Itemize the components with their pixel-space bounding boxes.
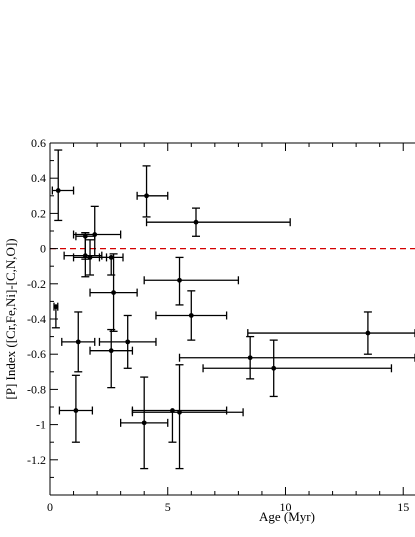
data-point (188, 313, 194, 318)
data-point (75, 339, 81, 345)
y-tick-label: -0.2 (27, 277, 46, 291)
data-point-group (143, 256, 240, 306)
data-point-group (136, 165, 169, 218)
y-tick-label: 0.2 (31, 206, 46, 220)
data-point (247, 355, 253, 361)
data-point (55, 188, 61, 193)
data-point (111, 290, 116, 295)
data-point-group (51, 149, 75, 222)
tick-layer: 0 5 10 15 0.6 0.4 0.2 0 -0.2 -0.4 -0.6 -0.8 -1 -1.2 (27, 136, 409, 514)
data-point (177, 409, 182, 415)
data-point-group (247, 311, 415, 355)
data-point (125, 339, 131, 345)
x-tick-label: 15 (397, 500, 409, 514)
data-point (108, 348, 114, 354)
data-point (144, 193, 149, 199)
data-point-group (75, 232, 96, 260)
y-tick-label: 0.6 (31, 136, 46, 150)
y-tick-label: -0.8 (27, 382, 46, 396)
data-point (177, 277, 182, 283)
data-point-group (89, 253, 138, 332)
data-point-group (58, 374, 94, 443)
data-points-layer (51, 149, 415, 470)
data-point-group (155, 290, 228, 341)
x-tick-label: 0 (47, 500, 53, 514)
data-point-group (98, 314, 157, 369)
y-axis-title: [P] Index ([Cr,Fe,Ni]-[C,N,O]) (3, 238, 18, 399)
x-axis-title: Age (Myr) (259, 509, 315, 524)
data-point-group (61, 311, 96, 373)
y-tick-label: -0.6 (27, 347, 46, 361)
data-point-group (145, 207, 291, 237)
data-point (53, 304, 59, 310)
data-point-group (202, 339, 393, 398)
x-tick-label: 5 (165, 500, 171, 514)
data-point (87, 255, 93, 260)
plot-area (50, 143, 415, 495)
y-tick-label: 0.4 (31, 171, 46, 185)
y-tick-label: -1.2 (27, 453, 46, 467)
data-point (73, 408, 79, 413)
data-point-group (178, 335, 415, 380)
data-point-group (131, 364, 244, 470)
y-tick-label: -1 (36, 418, 46, 432)
data-point (271, 365, 277, 371)
x-tick-label: 10 (279, 500, 291, 514)
data-point-group (51, 302, 60, 329)
data-point (193, 219, 199, 225)
data-point (108, 255, 114, 260)
y-tick-label: -0.4 (27, 312, 46, 326)
data-point (365, 330, 371, 336)
y-tick-label: 0 (40, 242, 46, 256)
data-point (82, 233, 88, 239)
data-point (141, 420, 147, 426)
data-point-group (89, 328, 134, 389)
data-point-group (119, 376, 169, 470)
